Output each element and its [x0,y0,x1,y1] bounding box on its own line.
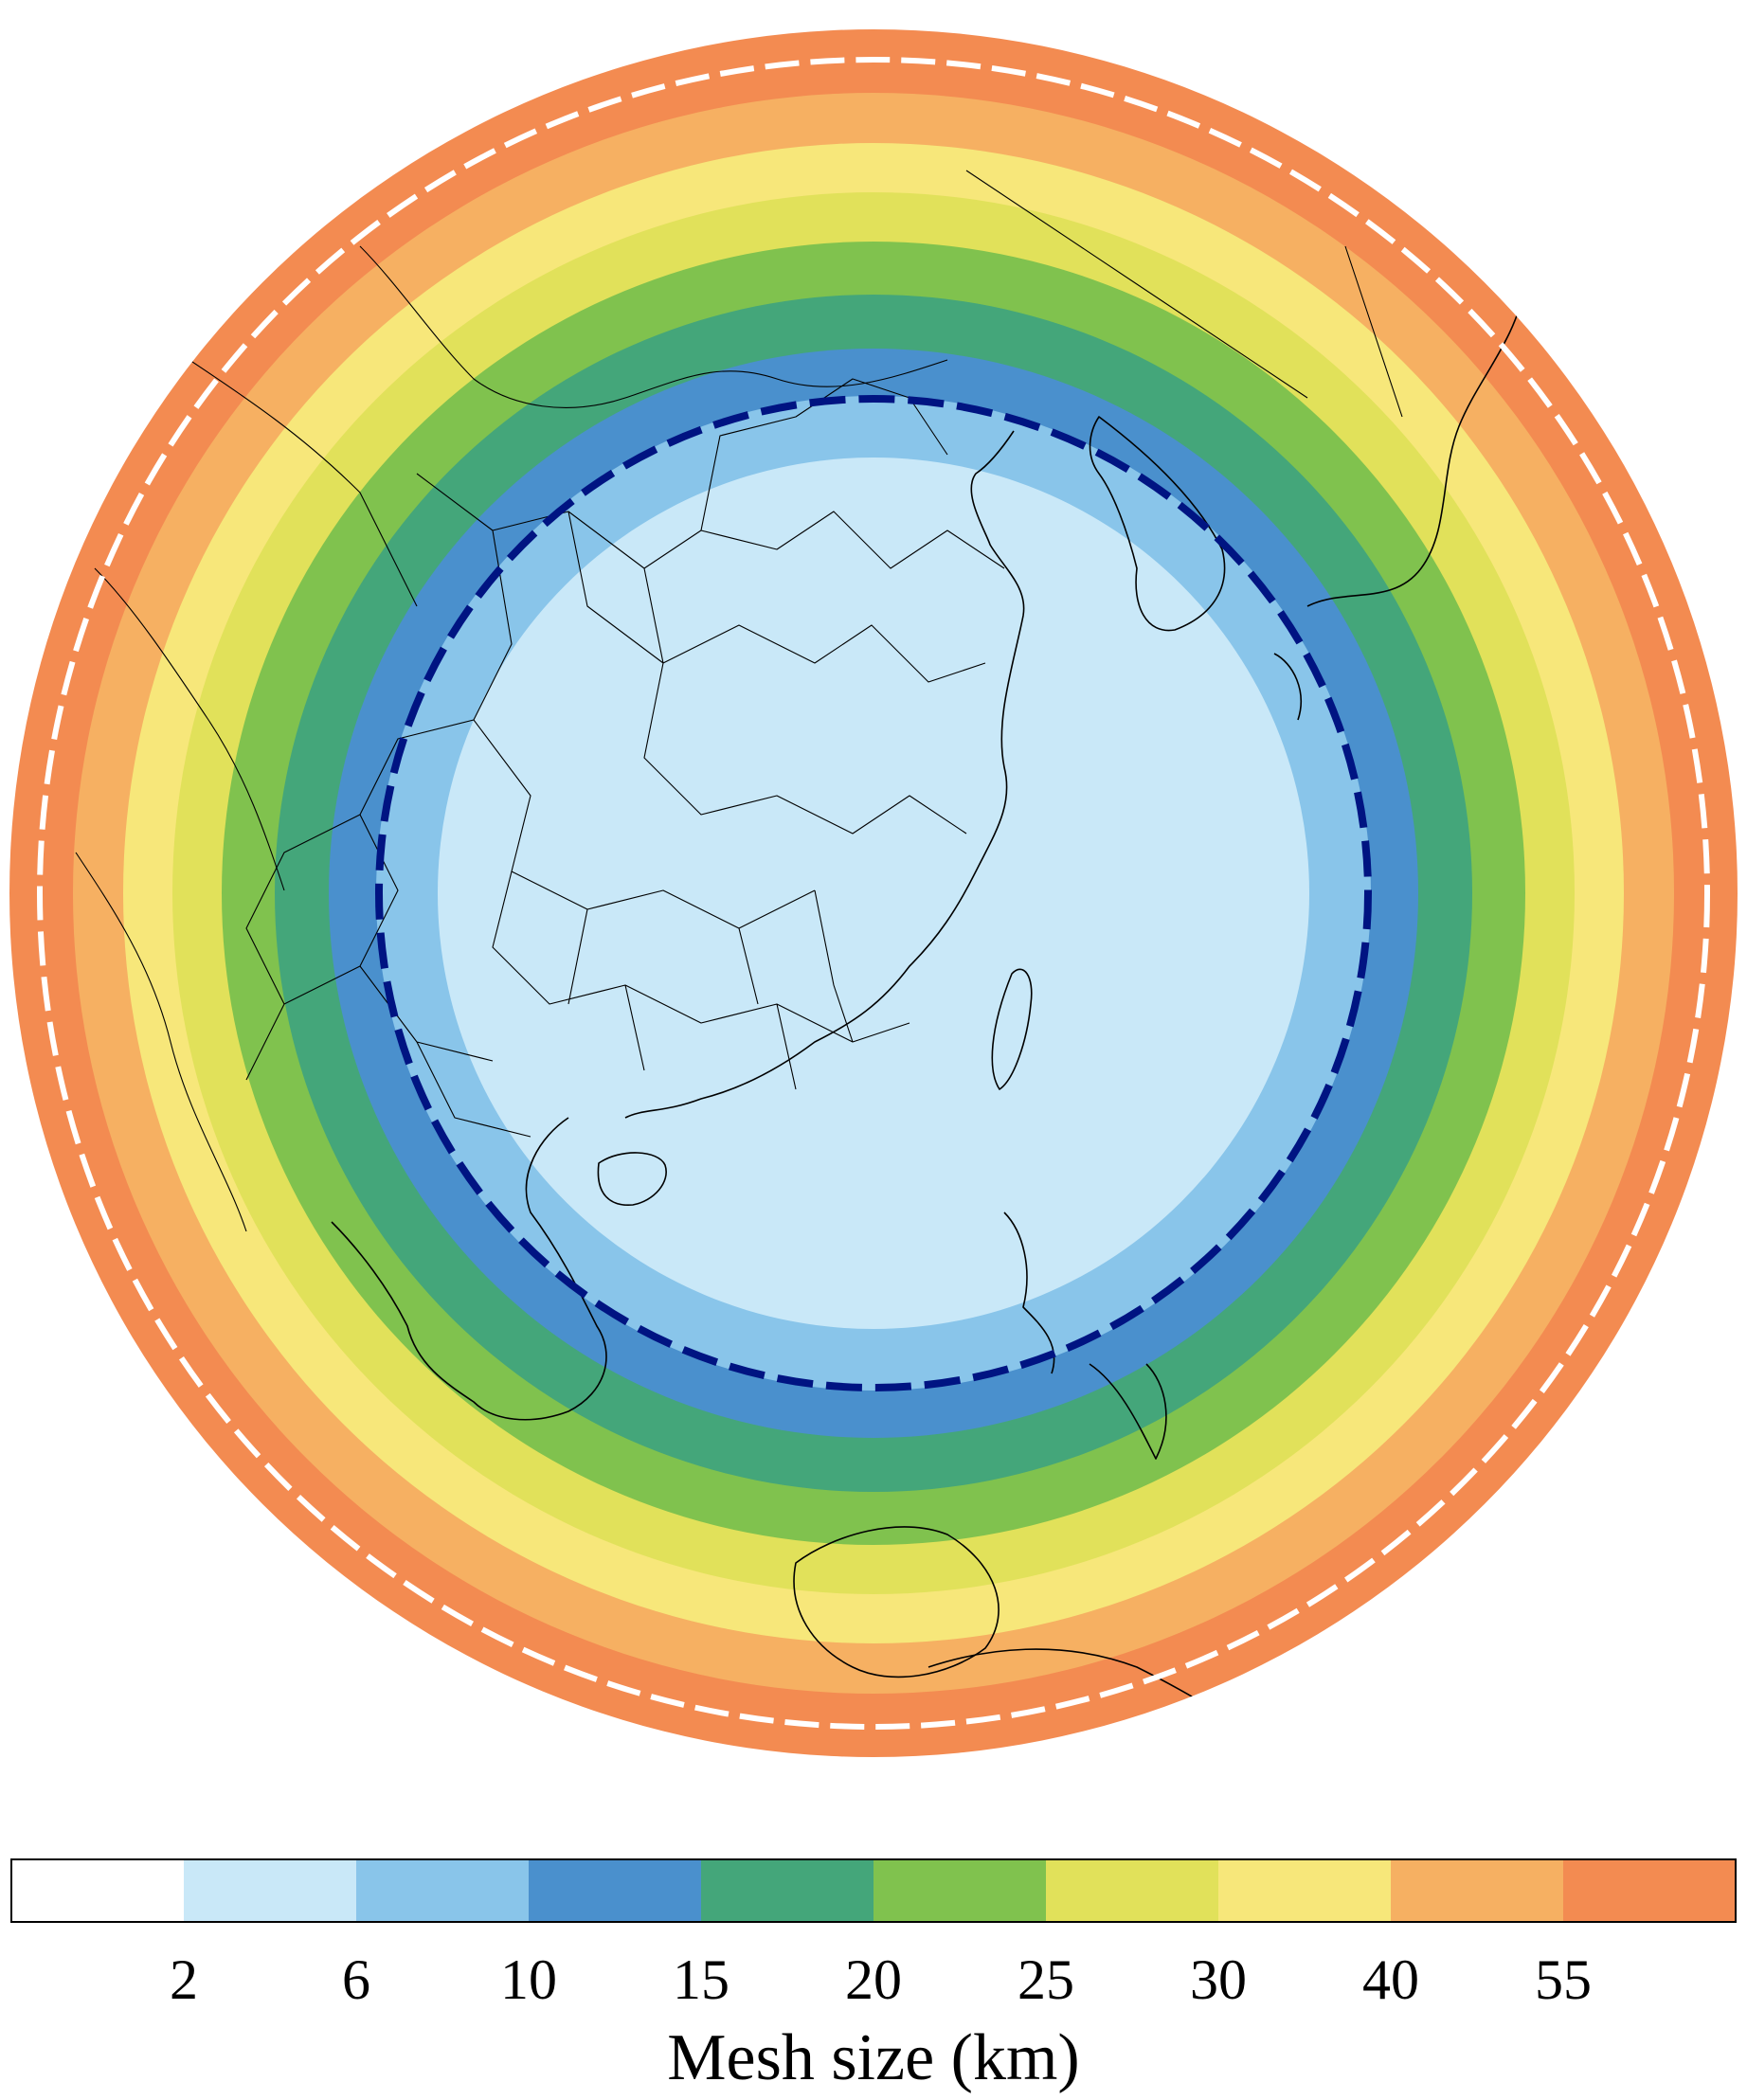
indochina-coastline [331,1117,607,1421]
colorbar-tick-label: 2 [170,1948,198,2011]
colorbar-frame [10,1858,1737,1923]
colorbar-tick-label: 6 [342,1948,370,2011]
colorbar-tick-label: 40 [1362,1948,1419,2011]
colorbar-tick-label: 15 [673,1948,729,2011]
colorbar-segment [11,1859,185,1922]
colorbar-segment [356,1859,530,1922]
colorbar-tick-label: 10 [500,1948,557,2011]
colorbar-segment [184,1859,357,1922]
colorbar [11,1859,1737,1922]
ring-2-km [438,458,1309,1329]
china-coastline [624,430,1025,1119]
colorbar-segment [529,1859,702,1922]
refined-region-boundary-circle [375,395,1372,1391]
borneo-island [793,1526,1000,1678]
korea-peninsula [1089,416,1226,632]
colorbar-tick-labels: 2 6 10 15 20 25 30 40 55 [170,1948,1592,2011]
colorbar-tick-label: 55 [1535,1948,1592,2011]
mesh-size-rings [9,29,1738,1757]
asia-country-borders [75,170,1403,1232]
colorbar-tick-label: 20 [845,1948,902,2011]
hainan-island [597,1152,667,1206]
outer-transition-boundary-circle [37,57,1710,1730]
colorbar-segment [1563,1859,1737,1922]
colorbar-segment [1046,1859,1219,1922]
colorbar-segment [874,1859,1047,1922]
colorbar-segment [1391,1859,1564,1922]
taiwan-island [991,968,1033,1090]
colorbar-title: Mesh size (km) [667,2021,1079,2094]
colorbar-segment [701,1859,874,1922]
philippines-islands [1003,1212,1167,1460]
colorbar-tick-label: 25 [1018,1948,1074,2011]
colorbar-segment [1218,1859,1392,1922]
colorbar-tick-label: 30 [1190,1948,1247,2011]
